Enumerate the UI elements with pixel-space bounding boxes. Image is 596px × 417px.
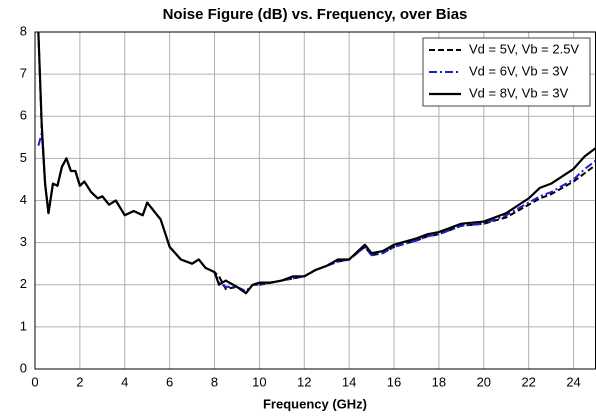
x-tick-label: 18 <box>432 374 446 389</box>
x-tick-label: 2 <box>76 374 83 389</box>
chart-title: Noise Figure (dB) vs. Frequency, over Bi… <box>163 6 468 23</box>
x-tick-label: 6 <box>166 374 173 389</box>
x-tick-label: 24 <box>566 374 580 389</box>
y-tick-label: 7 <box>20 66 27 81</box>
x-tick-label: 20 <box>477 374 491 389</box>
y-tick-label: 6 <box>20 108 27 123</box>
x-tick-label: 0 <box>31 374 38 389</box>
y-tick-label: 4 <box>20 192 27 207</box>
y-tick-label: 5 <box>20 150 27 165</box>
x-axis-label: Frequency (GHz) <box>263 396 367 411</box>
y-tick-label: 1 <box>20 318 27 333</box>
plot-lines <box>37 32 596 295</box>
legend: Vd = 5V, Vb = 2.5V Vd = 6V, Vb = 3V Vd = 8… <box>422 37 591 107</box>
legend-label: Vd = 5V, Vb = 2.5V <box>469 41 579 56</box>
series-line <box>37 32 596 295</box>
y-tick-label: 3 <box>20 234 27 249</box>
y-tick-label: 8 <box>20 23 27 38</box>
y-tick-label: 0 <box>20 360 27 375</box>
x-tick-label: 8 <box>211 374 218 389</box>
y-tick-label: 2 <box>20 276 27 291</box>
x-tick-label: 14 <box>342 374 356 389</box>
legend-label: Vd = 8V, Vb = 3V <box>469 85 569 100</box>
x-tick-label: 10 <box>252 374 266 389</box>
x-tick-label: 12 <box>297 374 311 389</box>
legend-label: Vd = 6V, Vb = 3V <box>469 63 569 78</box>
x-tick-label: 16 <box>387 374 401 389</box>
x-tick-label: 4 <box>121 374 128 389</box>
x-tick-label: 22 <box>521 374 535 389</box>
